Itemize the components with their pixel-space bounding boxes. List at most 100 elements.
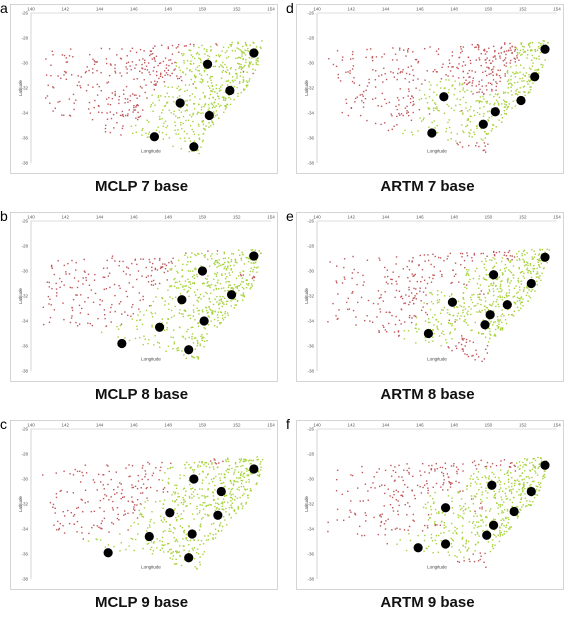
covered-incident-point xyxy=(224,313,225,314)
uncovered-incident-point xyxy=(362,275,363,276)
uncovered-incident-point xyxy=(376,472,377,473)
covered-incident-point xyxy=(238,489,239,490)
uncovered-incident-point xyxy=(133,107,134,108)
uncovered-incident-point xyxy=(155,85,156,86)
covered-incident-point xyxy=(241,252,242,253)
covered-incident-point xyxy=(487,292,488,293)
covered-incident-point xyxy=(495,329,496,330)
covered-incident-point xyxy=(169,549,170,550)
uncovered-incident-point xyxy=(150,487,151,488)
uncovered-incident-point xyxy=(505,57,506,58)
uncovered-incident-point xyxy=(418,265,419,266)
covered-incident-point xyxy=(245,54,246,55)
covered-incident-point xyxy=(440,532,441,533)
covered-incident-point xyxy=(149,132,150,133)
uncovered-incident-point xyxy=(151,51,152,52)
covered-incident-point xyxy=(189,497,190,498)
covered-incident-point xyxy=(181,513,182,514)
uncovered-incident-point xyxy=(511,46,512,47)
uncovered-incident-point xyxy=(391,283,392,284)
covered-incident-point xyxy=(482,519,483,520)
covered-incident-point xyxy=(429,81,430,82)
covered-incident-point xyxy=(197,150,198,151)
covered-incident-point xyxy=(528,45,529,46)
covered-incident-point xyxy=(216,276,217,277)
covered-incident-point xyxy=(438,552,439,553)
covered-incident-point xyxy=(183,60,184,61)
covered-incident-point xyxy=(500,506,501,507)
covered-incident-point xyxy=(186,534,187,535)
uncovered-incident-point xyxy=(168,48,169,49)
covered-incident-point xyxy=(247,82,248,83)
uncovered-incident-point xyxy=(493,56,494,57)
uncovered-incident-point xyxy=(168,46,169,47)
uncovered-incident-point xyxy=(504,459,505,460)
covered-incident-point xyxy=(188,287,189,288)
covered-incident-point xyxy=(423,551,424,552)
covered-incident-point xyxy=(488,309,489,310)
uncovered-incident-point xyxy=(116,54,117,55)
covered-incident-point xyxy=(173,555,174,556)
uncovered-incident-point xyxy=(98,112,99,113)
uncovered-incident-point xyxy=(348,298,349,299)
covered-incident-point xyxy=(448,106,449,107)
covered-incident-point xyxy=(242,67,243,68)
covered-incident-point xyxy=(424,540,425,541)
covered-incident-point xyxy=(535,472,536,473)
covered-incident-point xyxy=(519,483,520,484)
uncovered-incident-point xyxy=(150,81,151,82)
covered-incident-point xyxy=(198,313,199,314)
covered-incident-point xyxy=(162,318,163,319)
covered-incident-point xyxy=(199,529,200,530)
covered-incident-point xyxy=(537,276,538,277)
uncovered-incident-point xyxy=(415,288,416,289)
covered-incident-point xyxy=(524,287,525,288)
uncovered-incident-point xyxy=(148,62,149,63)
uncovered-incident-point xyxy=(472,260,473,261)
uncovered-incident-point xyxy=(141,487,142,488)
covered-incident-point xyxy=(213,124,214,125)
covered-incident-point xyxy=(485,490,486,491)
covered-incident-point xyxy=(499,532,500,533)
covered-incident-point xyxy=(444,113,445,114)
uncovered-incident-point xyxy=(427,492,428,493)
uncovered-incident-point xyxy=(88,70,89,71)
covered-incident-point xyxy=(419,117,420,118)
uncovered-incident-point xyxy=(163,61,164,62)
uncovered-incident-point xyxy=(391,529,392,530)
covered-incident-point xyxy=(196,113,197,114)
uncovered-incident-point xyxy=(406,463,407,464)
covered-incident-point xyxy=(519,52,520,53)
covered-incident-point xyxy=(532,469,533,470)
covered-incident-point xyxy=(501,499,502,500)
covered-incident-point xyxy=(172,96,173,97)
covered-incident-point xyxy=(471,532,472,533)
covered-incident-point xyxy=(424,94,425,95)
covered-incident-point xyxy=(242,270,243,271)
covered-incident-point xyxy=(245,62,246,63)
uncovered-incident-point xyxy=(399,49,400,50)
y-tick-label: -28 xyxy=(21,452,28,457)
covered-incident-point xyxy=(530,263,531,264)
uncovered-incident-point xyxy=(71,512,72,513)
covered-incident-point xyxy=(203,509,204,510)
covered-incident-point xyxy=(194,81,195,82)
covered-incident-point xyxy=(496,100,497,101)
covered-incident-point xyxy=(493,473,494,474)
uncovered-incident-point xyxy=(463,284,464,285)
covered-incident-point xyxy=(194,282,195,283)
covered-incident-point xyxy=(195,255,196,256)
covered-incident-point xyxy=(242,287,243,288)
covered-incident-point xyxy=(204,502,205,503)
uncovered-incident-point xyxy=(153,280,154,281)
uncovered-incident-point xyxy=(127,529,128,530)
covered-incident-point xyxy=(224,268,225,269)
covered-incident-point xyxy=(453,513,454,514)
uncovered-incident-point xyxy=(153,57,154,58)
covered-incident-point xyxy=(511,483,512,484)
covered-incident-point xyxy=(492,303,493,304)
covered-incident-point xyxy=(531,249,532,250)
covered-incident-point xyxy=(212,122,213,123)
covered-incident-point xyxy=(237,497,238,498)
covered-incident-point xyxy=(500,481,501,482)
